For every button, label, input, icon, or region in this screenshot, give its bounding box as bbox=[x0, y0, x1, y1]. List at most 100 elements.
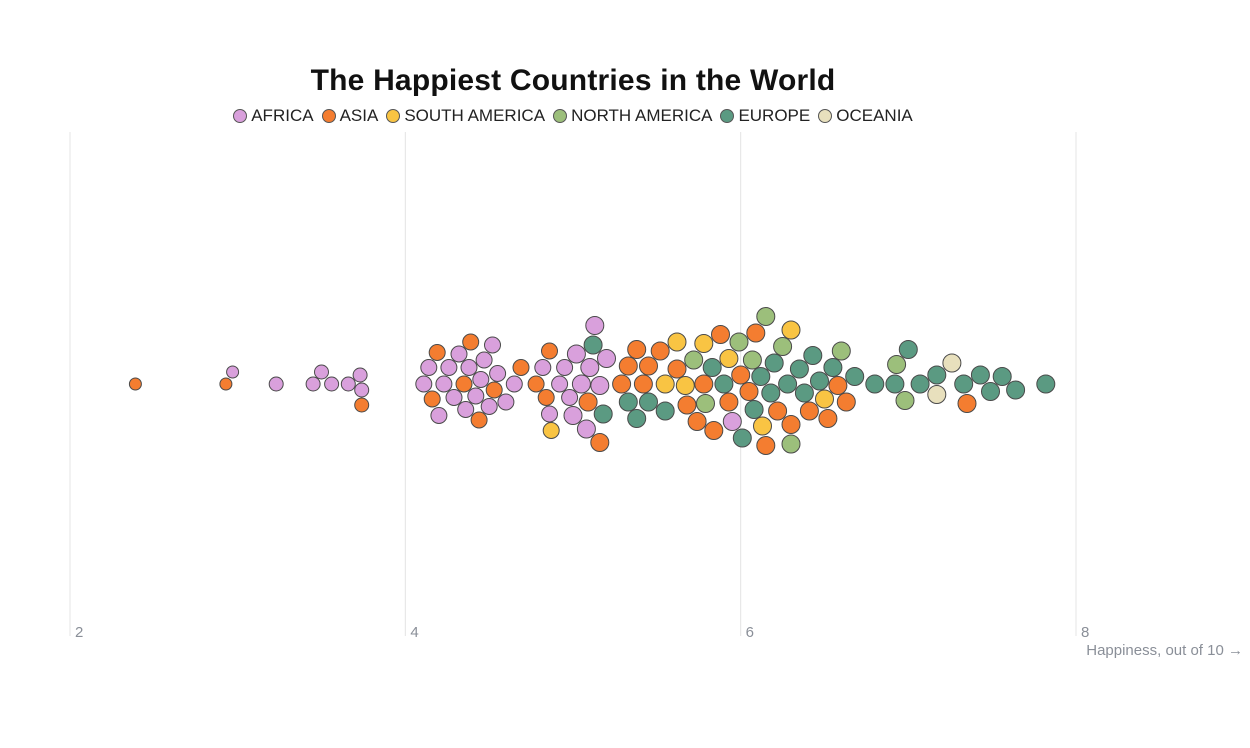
data-point[interactable] bbox=[696, 394, 715, 413]
data-point[interactable] bbox=[590, 376, 610, 395]
data-point[interactable] bbox=[655, 374, 675, 394]
data-point[interactable] bbox=[627, 340, 647, 359]
data-point[interactable] bbox=[895, 391, 915, 410]
data-point[interactable] bbox=[542, 422, 560, 439]
data-point[interactable] bbox=[865, 374, 885, 394]
data-point[interactable] bbox=[578, 392, 598, 412]
data-point[interactable] bbox=[618, 392, 638, 412]
data-point[interactable] bbox=[823, 358, 843, 377]
data-point[interactable] bbox=[781, 320, 801, 340]
data-point[interactable] bbox=[505, 375, 523, 393]
data-point[interactable] bbox=[739, 382, 759, 401]
data-point[interactable] bbox=[794, 383, 814, 403]
data-point[interactable] bbox=[650, 341, 670, 361]
data-point[interactable] bbox=[541, 405, 558, 423]
data-point[interactable] bbox=[460, 359, 478, 376]
data-point[interactable] bbox=[781, 434, 801, 454]
data-point[interactable] bbox=[450, 345, 468, 363]
data-point[interactable] bbox=[415, 375, 433, 393]
data-point[interactable] bbox=[954, 374, 974, 394]
data-point[interactable] bbox=[551, 375, 569, 393]
data-point[interactable] bbox=[667, 332, 687, 352]
data-point[interactable] bbox=[556, 359, 574, 376]
data-point[interactable] bbox=[764, 353, 784, 373]
data-point[interactable] bbox=[981, 382, 1000, 401]
data-point[interactable] bbox=[722, 412, 742, 431]
data-point[interactable] bbox=[1036, 374, 1056, 394]
data-point[interactable] bbox=[593, 404, 613, 424]
data-point[interactable] bbox=[753, 416, 772, 436]
data-point[interactable] bbox=[618, 356, 638, 376]
data-point[interactable] bbox=[268, 376, 284, 392]
data-point[interactable] bbox=[815, 389, 834, 409]
data-point[interactable] bbox=[694, 334, 714, 353]
data-point[interactable] bbox=[580, 358, 600, 377]
data-point[interactable] bbox=[566, 344, 586, 364]
data-point[interactable] bbox=[810, 371, 829, 391]
data-point[interactable] bbox=[352, 367, 368, 383]
data-point[interactable] bbox=[585, 316, 605, 335]
data-point[interactable] bbox=[773, 337, 793, 356]
data-point[interactable] bbox=[226, 365, 240, 379]
data-point[interactable] bbox=[420, 359, 438, 376]
data-point[interactable] bbox=[541, 342, 558, 360]
data-point[interactable] bbox=[354, 382, 370, 398]
data-point[interactable] bbox=[687, 412, 707, 431]
data-point[interactable] bbox=[571, 374, 591, 394]
data-point[interactable] bbox=[561, 389, 579, 406]
data-point[interactable] bbox=[472, 371, 490, 388]
data-point[interactable] bbox=[675, 376, 695, 395]
data-point[interactable] bbox=[563, 406, 583, 425]
data-point[interactable] bbox=[704, 421, 724, 440]
data-point[interactable] bbox=[423, 390, 441, 408]
data-point[interactable] bbox=[314, 364, 329, 380]
data-point[interactable] bbox=[818, 409, 838, 428]
data-point[interactable] bbox=[756, 436, 776, 455]
data-point[interactable] bbox=[898, 340, 918, 359]
data-point[interactable] bbox=[639, 392, 658, 412]
data-point[interactable] bbox=[910, 374, 930, 394]
data-point[interactable] bbox=[803, 346, 823, 365]
data-point[interactable] bbox=[927, 385, 947, 404]
data-point[interactable] bbox=[789, 359, 809, 379]
data-point[interactable] bbox=[828, 376, 848, 395]
data-point[interactable] bbox=[799, 401, 819, 421]
data-point[interactable] bbox=[489, 365, 507, 382]
data-point[interactable] bbox=[667, 359, 687, 379]
data-point[interactable] bbox=[484, 336, 501, 354]
data-point[interactable] bbox=[435, 375, 453, 393]
data-point[interactable] bbox=[128, 377, 142, 391]
data-point[interactable] bbox=[462, 333, 480, 351]
data-point[interactable] bbox=[756, 307, 776, 326]
data-point[interactable] bbox=[612, 374, 632, 394]
data-point[interactable] bbox=[732, 428, 752, 448]
data-point[interactable] bbox=[957, 394, 977, 413]
data-point[interactable] bbox=[340, 376, 356, 392]
data-point[interactable] bbox=[590, 433, 610, 452]
data-point[interactable] bbox=[445, 389, 463, 406]
data-point[interactable] bbox=[714, 374, 734, 394]
data-point[interactable] bbox=[927, 365, 947, 385]
data-point[interactable] bbox=[430, 407, 448, 424]
data-point[interactable] bbox=[537, 389, 555, 406]
data-point[interactable] bbox=[744, 400, 764, 419]
data-point[interactable] bbox=[480, 398, 498, 415]
data-point[interactable] bbox=[527, 375, 545, 393]
data-point[interactable] bbox=[887, 355, 907, 374]
data-point[interactable] bbox=[219, 377, 233, 391]
data-point[interactable] bbox=[583, 335, 603, 355]
data-point[interactable] bbox=[970, 365, 990, 385]
data-point[interactable] bbox=[731, 365, 751, 385]
data-point[interactable] bbox=[455, 375, 473, 393]
data-point[interactable] bbox=[497, 393, 515, 411]
data-point[interactable] bbox=[633, 374, 653, 394]
data-point[interactable] bbox=[512, 359, 530, 376]
data-point[interactable] bbox=[305, 376, 321, 392]
data-point[interactable] bbox=[534, 359, 552, 376]
data-point[interactable] bbox=[576, 419, 596, 439]
data-point[interactable] bbox=[354, 397, 370, 413]
data-point[interactable] bbox=[836, 392, 856, 412]
data-point[interactable] bbox=[845, 367, 865, 386]
data-point[interactable] bbox=[470, 411, 488, 429]
data-point[interactable] bbox=[639, 356, 658, 376]
